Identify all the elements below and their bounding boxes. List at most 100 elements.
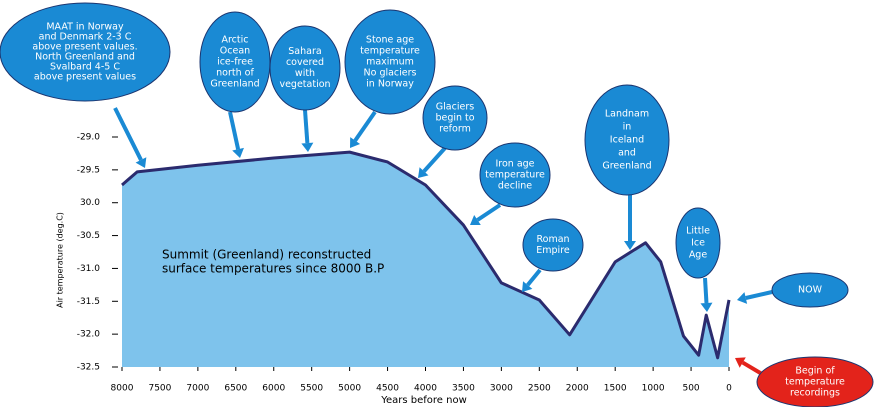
annotation-text: vegetation <box>279 79 330 90</box>
annotation-text: NOW <box>798 285 823 296</box>
annotation-arrowhead <box>700 302 713 312</box>
annotation-text: decline <box>498 181 532 192</box>
annotation-text: Age <box>689 250 708 261</box>
annotation-text: covered <box>286 57 324 68</box>
annotation: Landnam in Iceland and Greenland <box>584 84 670 250</box>
annotation-text: and <box>618 148 636 159</box>
x-tick-label: 4000 <box>414 384 437 394</box>
annotation-arrowhead <box>624 241 636 250</box>
x-tick-label: 6000 <box>262 384 285 394</box>
annotation-arrowhead <box>350 137 361 148</box>
caption: Summit (Greenland) reconstructed <box>162 248 371 262</box>
annotation-bubble <box>0 2 171 102</box>
annotation-text: reform <box>439 124 471 135</box>
x-tick-label: 500 <box>682 384 699 394</box>
x-tick-label: 3000 <box>490 384 513 394</box>
x-tick-label: 8000 <box>111 384 134 394</box>
x-tick-label: 4500 <box>376 384 399 394</box>
area <box>122 152 729 367</box>
annotation-arrowhead <box>522 281 533 292</box>
y-tick-label: -31.0 <box>77 264 101 274</box>
annotation-text: above present values <box>34 72 136 83</box>
annotation-arrow <box>422 146 447 173</box>
line <box>121 150 731 360</box>
annotation-text: temperature <box>485 170 545 181</box>
annotation-text: Landnam <box>605 109 649 120</box>
x-tick-label: 6500 <box>224 384 247 394</box>
x-tick-label: 3500 <box>452 384 475 394</box>
annotation-text: ice-free <box>217 57 253 68</box>
annotation-bubble <box>771 272 849 308</box>
annotation: NOW <box>737 272 849 308</box>
annotation-text: Greenland <box>602 161 651 172</box>
annotation-text: Glaciers <box>436 102 474 113</box>
x-tick-label: 1500 <box>604 384 627 394</box>
annotation-text: No glaciers <box>364 68 417 79</box>
annotation-arrowhead <box>470 215 481 225</box>
annotation-arrow <box>476 203 502 222</box>
annotation-arrow <box>703 277 709 304</box>
x-axis-title: Years before now <box>380 395 467 406</box>
y-tick-label: 30.0 <box>80 198 100 208</box>
annotation-arrow <box>526 268 542 287</box>
x-tick-label: 7500 <box>148 384 171 394</box>
annotation-arrow <box>353 110 377 142</box>
annotation-text: maximum <box>366 57 414 68</box>
y-tick-label: -31.5 <box>77 297 100 307</box>
x-tick-label: 5500 <box>300 384 323 394</box>
annotation-text: north of <box>216 68 254 79</box>
annotation-bubble <box>756 356 874 407</box>
annotation-text: Begin of <box>795 366 835 377</box>
annotation-text: with <box>295 68 315 79</box>
annotation-bubble <box>675 207 721 279</box>
annotation-arrowhead <box>735 357 746 368</box>
y-tick-label: -32.0 <box>77 330 101 340</box>
annotation-text: Greenland <box>210 79 259 90</box>
annotation-text: above present values. <box>32 42 137 53</box>
annotation-text: in <box>623 122 632 133</box>
annotation-bubble <box>344 9 436 115</box>
annotation-text: Roman <box>536 234 569 245</box>
annotation-arrow <box>741 360 764 376</box>
x-tick-label: 0 <box>726 384 732 394</box>
annotation-text: Ice <box>691 238 705 249</box>
annotation-text: Little <box>686 226 710 237</box>
x-tick-label: 1000 <box>642 384 665 394</box>
x-tick-label: 2000 <box>566 384 589 394</box>
annotation-text: Svalbard 4-5 C <box>50 62 120 73</box>
y-tick-label: -32.5 <box>77 363 100 373</box>
annotation-text: Iron age <box>495 159 534 170</box>
annotation-text: Stone age <box>366 35 414 46</box>
annotation-arrow <box>113 107 143 161</box>
y-axis-title: Air temperature (deg.C) <box>56 212 65 308</box>
y-tick-label: -29.5 <box>77 165 100 175</box>
x-tick-label: 7000 <box>186 384 209 394</box>
x-tick-label: 2500 <box>528 384 551 394</box>
annotation-bubble <box>522 218 584 272</box>
annotation-arrowhead <box>135 157 147 168</box>
caption: surface temperatures since 8000 B.P <box>162 262 384 276</box>
x-tick-label: 5000 <box>338 384 361 394</box>
annotation-text: MAAT in Norway <box>46 22 124 33</box>
annotation-arrowhead <box>301 142 314 152</box>
annotation-arrowhead <box>737 292 748 304</box>
annotation-text: in Norway <box>366 79 414 90</box>
annotation-text: temperature <box>360 46 420 57</box>
annotation-bubble <box>479 142 551 208</box>
annotation-text: Empire <box>536 245 570 256</box>
annotation-text: and Denmark 2-3 C <box>39 32 132 43</box>
annotation-text: recordings <box>790 388 840 399</box>
y-tick-label: -30.5 <box>77 231 100 241</box>
y-tick-label: -29.0 <box>77 133 101 143</box>
annotation-arrowhead <box>232 147 244 158</box>
annotation-text: Sahara <box>288 46 321 57</box>
